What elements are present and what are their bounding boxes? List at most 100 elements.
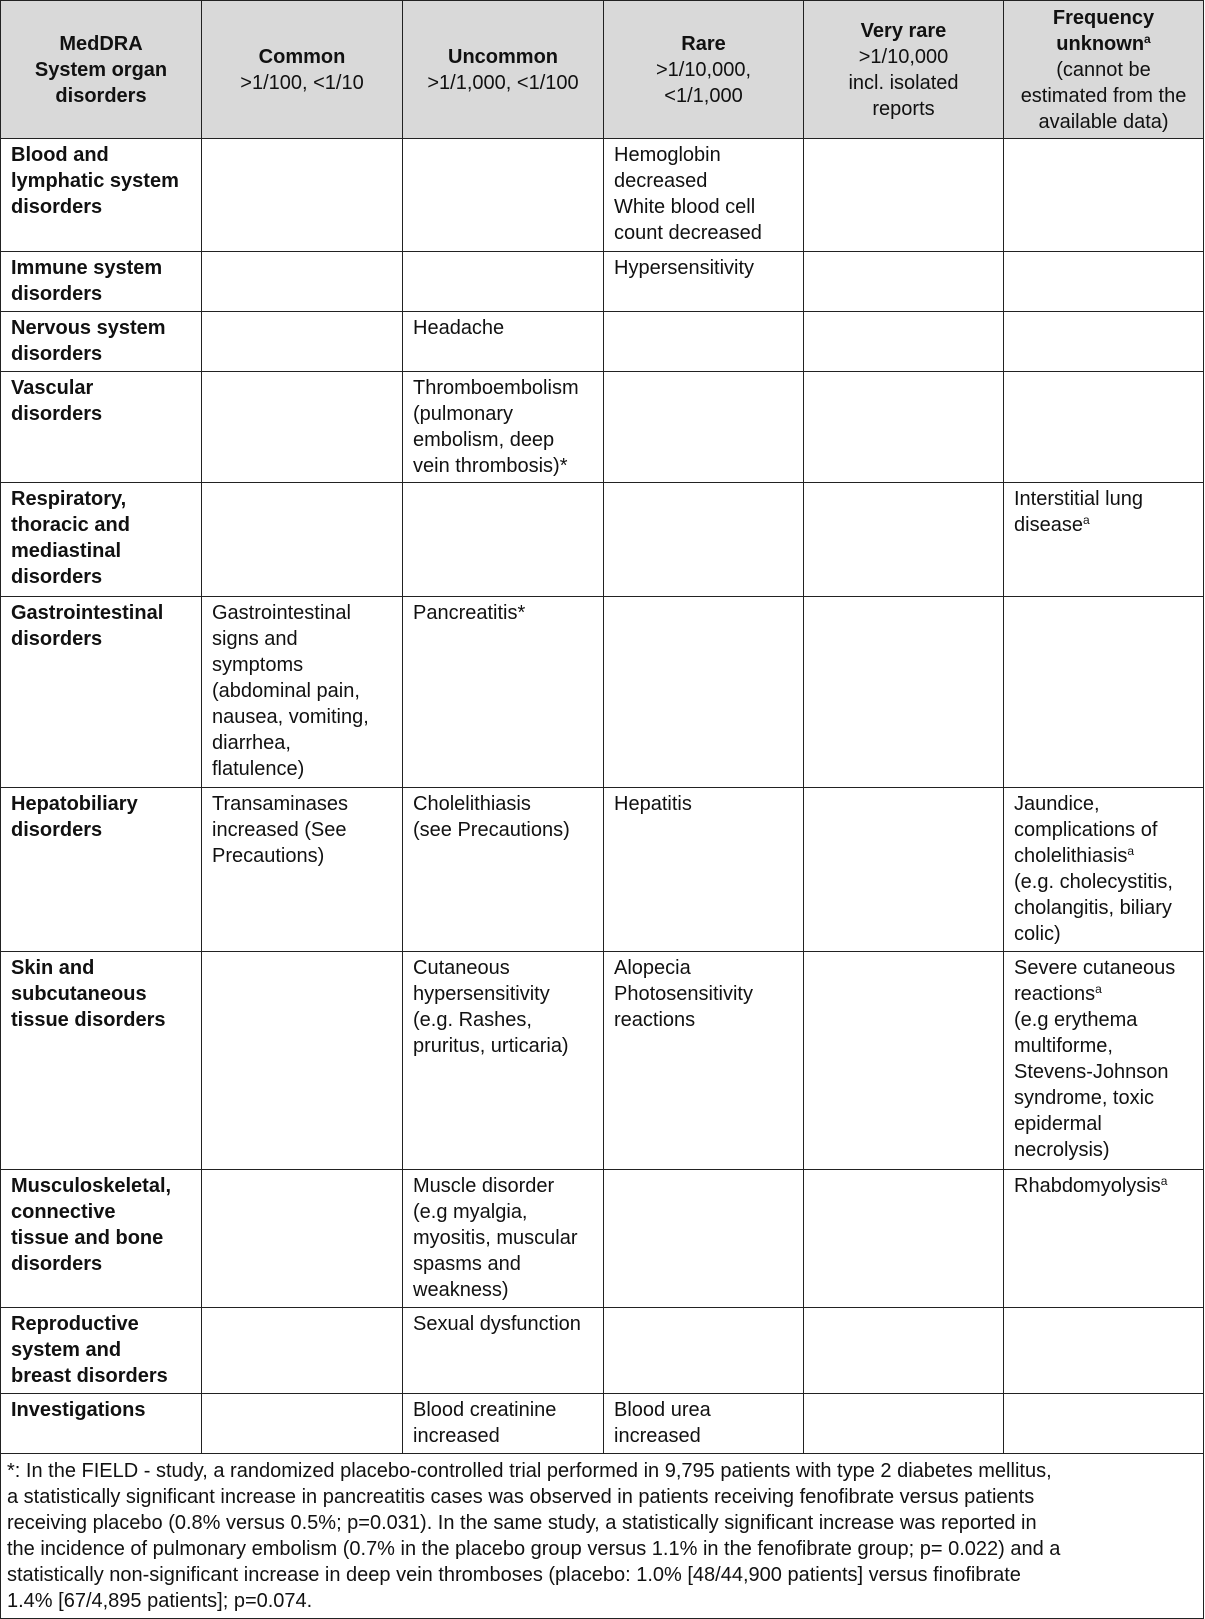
cell-line: embolism, deep (413, 429, 555, 451)
frequency-cell (803, 371, 1004, 483)
frequency-cell: Cholelithiasis (see Precautions) (402, 787, 604, 952)
superscript-marker: a (1095, 982, 1102, 996)
cell-line: increased (614, 1425, 701, 1447)
cell-line: the incidence of pulmonary embolism (0.7… (7, 1538, 1061, 1560)
cell-line: breast disorders (11, 1365, 168, 1387)
frequency-cell (201, 1393, 403, 1454)
column-header: MedDRA System organ disorders (0, 0, 202, 139)
cell-line: spasms and (413, 1253, 521, 1275)
table-row: Skin and subcutaneous tissue disorders Cuta… (0, 951, 1204, 1170)
cell-line: Investigations (11, 1399, 146, 1421)
organ-class-cell: Investigations (0, 1393, 202, 1454)
organ-class-cell: Gastrointestinal disorders (0, 596, 202, 788)
cell-line: disorders (11, 1253, 103, 1275)
organ-class-cell: Respiratory, thoracic and mediastinal disor… (0, 482, 202, 597)
cell-text: disease (1014, 514, 1083, 536)
frequency-cell: Blood creatinine increased (402, 1393, 604, 1454)
organ-class-cell: Skin and subcutaneous tissue disorders (0, 951, 202, 1170)
frequency-cell: Jaundice, complications of cholelithiasisa… (1003, 787, 1204, 952)
cell-line: subcutaneous (11, 983, 147, 1005)
cell-line: thoracic and (11, 514, 130, 536)
cell-line: Cutaneous (413, 957, 510, 979)
cell-line: mediastinal (11, 540, 122, 562)
cell-line: reports (872, 97, 935, 120)
cell-line: symptoms (212, 654, 304, 676)
frequency-cell (803, 138, 1004, 252)
organ-class-cell: Reproductive system and breast disorders (0, 1307, 202, 1394)
cell-line: Very rare (860, 19, 947, 42)
frequency-cell: Headache (402, 311, 604, 372)
table-row: Blood and lymphatic system disorders Hemogl… (0, 138, 1204, 252)
superscript-marker: a (1144, 31, 1151, 46)
cell-line: connective (11, 1201, 116, 1223)
cell-line: Photosensitivity (614, 983, 753, 1005)
cell-line: >1/100, <1/10 (240, 71, 364, 94)
frequency-cell (803, 311, 1004, 372)
cell-line: Hypersensitivity (614, 257, 755, 279)
frequency-cell: Sexual dysfunction (402, 1307, 604, 1394)
frequency-cell (201, 951, 403, 1170)
cell-line: hypersensitivity (413, 983, 550, 1005)
frequency-cell (803, 482, 1004, 597)
frequency-cell: Hepatitis (603, 787, 804, 952)
cell-line: Muscle disorder (413, 1175, 555, 1197)
column-header: Frequency unknowna (cannot be estimated fro… (1003, 0, 1204, 139)
cell-line: disorders (11, 283, 103, 305)
frequency-cell: Severe cutaneous reactionsa (e.g erythema m… (1003, 951, 1204, 1170)
frequency-cell (1003, 1307, 1204, 1394)
cell-line: Hepatobiliary (11, 793, 138, 815)
frequency-cell (402, 138, 604, 252)
cell-line: a statistically significant increase in … (7, 1486, 1035, 1508)
table-row: Reproductive system and breast disorders Se… (0, 1307, 1204, 1394)
frequency-cell (402, 482, 604, 597)
cell-line: epidermal (1014, 1113, 1102, 1135)
cell-line: Sexual dysfunction (413, 1313, 581, 1335)
cell-line: flatulence) (212, 758, 305, 780)
frequency-cell: Thromboembolism (pulmonary embolism, deep v… (402, 371, 604, 483)
frequency-cell (603, 1307, 804, 1394)
cell-line: Immune system (11, 257, 163, 279)
frequency-cell (201, 251, 403, 312)
frequency-cell (803, 787, 1004, 952)
frequency-cell (1003, 251, 1204, 312)
cell-line: Thromboembolism (413, 377, 579, 399)
cell-line: White blood cell (614, 196, 756, 218)
cell-line: Gastrointestinal (212, 602, 351, 624)
cell-line: Blood and (11, 144, 109, 166)
column-header: Common >1/100, <1/10 (201, 0, 403, 139)
cell-line: disorders (11, 343, 103, 365)
cell-line: (cannot be (1056, 58, 1151, 81)
cell-line: 1.4% [67/4,895 patients]; p=0.074. (7, 1590, 313, 1612)
frequency-cell (201, 138, 403, 252)
table-row: Respiratory, thoracic and mediastinal disor… (0, 482, 1204, 597)
frequency-cell: Pancreatitis* (402, 596, 604, 788)
frequency-cell: Alopecia Photosensitivity reactions (603, 951, 804, 1170)
cell-line: available data) (1038, 110, 1169, 133)
cell-text: Rhabdomyolysis (1014, 1175, 1161, 1197)
cell-line: Headache (413, 317, 505, 339)
cell-line: Hepatitis (614, 793, 692, 815)
frequency-cell (201, 311, 403, 372)
cell-line: reactionsa (1014, 981, 1195, 1007)
cell-line: Cholelithiasis (413, 793, 531, 815)
organ-class-cell: Immune system disorders (0, 251, 202, 312)
cell-line: Common (258, 45, 346, 68)
cell-line: System organ (34, 58, 168, 81)
cell-line: complications of (1014, 819, 1158, 841)
organ-class-cell: Hepatobiliary disorders (0, 787, 202, 952)
organ-class-cell: Blood and lymphatic system disorders (0, 138, 202, 252)
footnote-row: *: In the FIELD - study, a randomized pl… (0, 1453, 1204, 1619)
cell-line: disorders (11, 819, 103, 841)
cell-line: Stevens-Johnson (1014, 1061, 1169, 1083)
cell-line: (e.g. cholecystitis, (1014, 871, 1173, 893)
frequency-cell (803, 951, 1004, 1170)
cell-line: statistically non-significant increase i… (7, 1564, 1021, 1586)
frequency-cell: Hypersensitivity (603, 251, 804, 312)
cell-line: Frequency (1052, 6, 1155, 29)
cell-line: receiving placebo (0.8% versus 0.5%; p=0… (7, 1512, 1037, 1534)
cell-line: (e.g. Rashes, (413, 1009, 532, 1031)
cell-line: estimated from the (1020, 84, 1187, 107)
column-header: Very rare >1/10,000 incl. isolated reports (803, 0, 1004, 139)
frequency-cell: Gastrointestinal signs and symptoms (abdomi… (201, 596, 403, 788)
